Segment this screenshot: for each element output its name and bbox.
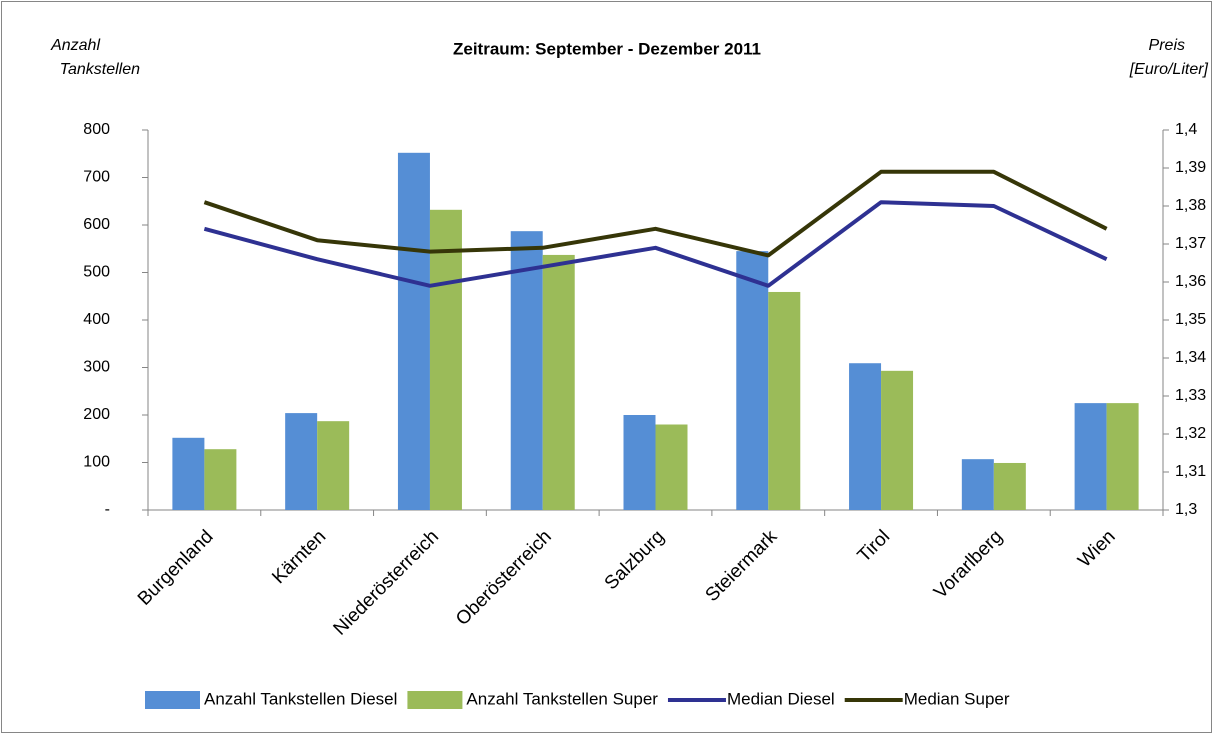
bar	[172, 437, 205, 510]
bar	[204, 449, 237, 510]
y2-tick-label: 1,4	[1175, 121, 1197, 138]
y-tick-label: 500	[83, 264, 110, 281]
y-tick-label: 100	[83, 454, 110, 471]
bar	[961, 459, 994, 510]
y-tick-label: 600	[83, 216, 110, 233]
y-tick-label: 400	[83, 311, 110, 328]
chart-title: Zeitraum: September - Dezember 2011	[453, 39, 761, 58]
bar	[397, 152, 430, 511]
y2-axis-title: Preis	[1149, 37, 1185, 54]
y-axis-title: Anzahl	[50, 37, 100, 54]
bar	[993, 462, 1026, 510]
y-axis-title: Tankstellen	[60, 61, 140, 78]
bar	[542, 254, 575, 510]
y2-tick-label: 1,36	[1175, 273, 1206, 290]
line	[203, 169, 1108, 258]
bar	[768, 291, 801, 510]
bar	[510, 231, 543, 511]
y2-tick-label: 1,31	[1175, 463, 1206, 480]
bar	[1074, 403, 1107, 510]
y-tick-label: 300	[83, 359, 110, 376]
bar	[655, 424, 688, 510]
y-tick-label: 200	[83, 406, 110, 423]
y2-tick-label: 1,32	[1175, 425, 1206, 442]
y2-tick-label: 1,39	[1175, 159, 1206, 176]
line	[203, 200, 1108, 288]
y2-axis-title: [Euro/Liter]	[1129, 61, 1209, 78]
y2-tick-label: 1,34	[1175, 349, 1206, 366]
y-tick-label: 700	[83, 169, 110, 186]
legend-swatch	[407, 691, 463, 709]
bar	[736, 251, 769, 510]
bar	[1106, 403, 1139, 510]
legend-swatch	[145, 691, 200, 709]
y2-tick-label: 1,3	[1175, 501, 1197, 518]
legend-label: Anzahl Tankstellen Super	[466, 689, 658, 708]
legend-label: Median Diesel	[727, 689, 835, 708]
y2-tick-label: 1,33	[1175, 387, 1206, 404]
bar	[849, 363, 882, 510]
bar	[881, 370, 914, 510]
y2-tick-label: 1,35	[1175, 311, 1206, 328]
legend-label: Median Super	[904, 689, 1010, 708]
bar	[429, 209, 462, 511]
y2-tick-label: 1,37	[1175, 235, 1206, 252]
y2-tick-label: 1,38	[1175, 197, 1206, 214]
y-tick-label: -	[105, 501, 110, 518]
bar	[317, 421, 350, 510]
legend-label: Anzahl Tankstellen Diesel	[204, 689, 397, 708]
bar	[623, 415, 656, 510]
bar	[285, 413, 318, 510]
y-tick-label: 800	[83, 121, 110, 138]
